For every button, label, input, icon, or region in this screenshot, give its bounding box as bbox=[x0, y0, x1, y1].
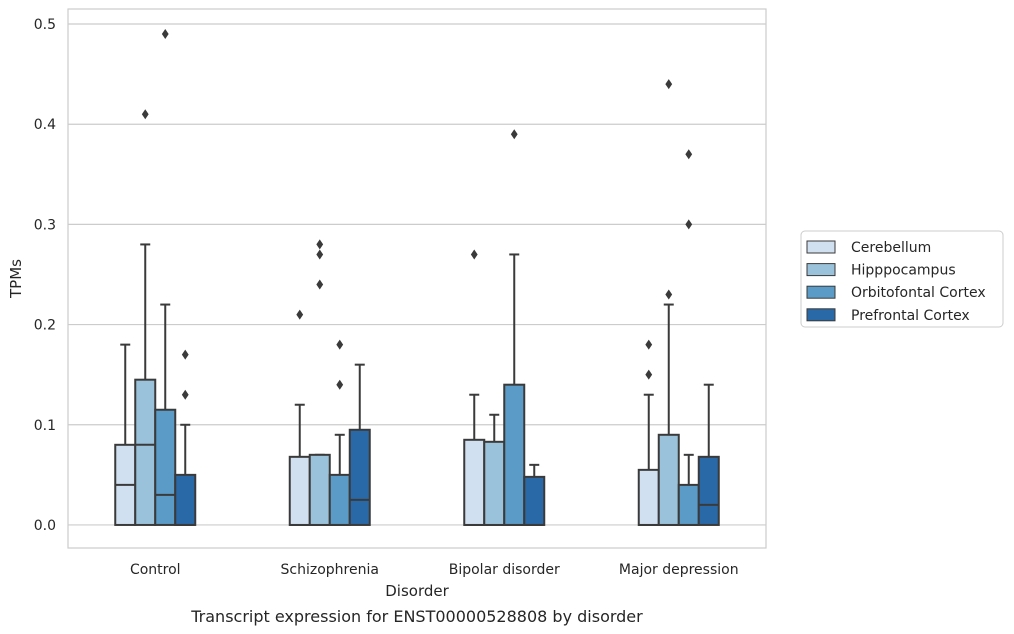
box-plot-marks bbox=[114, 29, 720, 526]
outlier-point bbox=[141, 109, 149, 120]
box-hipppocampus bbox=[483, 413, 506, 526]
outlier-point bbox=[470, 249, 478, 260]
y-axis-ticks: 0.0 0.1 0.2 0.3 0.4 0.5 bbox=[34, 17, 56, 534]
outlier-point bbox=[316, 239, 324, 250]
box-rect bbox=[154, 408, 177, 526]
outlier-point bbox=[510, 129, 518, 140]
outlier-point bbox=[161, 29, 169, 40]
box-orbitofontal-cortex bbox=[503, 129, 526, 526]
y-axis-title: TPMs bbox=[7, 259, 25, 299]
box-rect bbox=[308, 453, 331, 526]
box-rect bbox=[697, 455, 720, 526]
outlier-point bbox=[316, 279, 324, 290]
box-rect bbox=[637, 468, 660, 526]
legend-label: Orbitofontal Cortex bbox=[851, 285, 986, 301]
x-axis-title: Disorder bbox=[385, 582, 449, 600]
box-rect bbox=[657, 433, 680, 526]
box-orbitofontal-cortex bbox=[677, 149, 700, 526]
box-hipppocampus bbox=[657, 79, 680, 526]
box-rect bbox=[523, 475, 546, 526]
box-hipppocampus bbox=[308, 239, 331, 526]
legend-label: Prefrontal Cortex bbox=[851, 308, 970, 324]
y-tick-label: 0.4 bbox=[34, 117, 56, 133]
box-cerebellum bbox=[463, 249, 486, 526]
plot-frame bbox=[67, 8, 767, 549]
legend-swatch bbox=[806, 263, 836, 277]
box-cerebellum bbox=[114, 343, 137, 526]
legend-swatch bbox=[806, 240, 836, 254]
box-orbitofontal-cortex bbox=[154, 29, 177, 526]
x-tick-label: Major depression bbox=[619, 562, 739, 578]
legend-swatch bbox=[806, 308, 836, 322]
box-rect bbox=[328, 473, 351, 526]
y-tick-label: 0.5 bbox=[34, 17, 56, 33]
outlier-point bbox=[645, 339, 653, 350]
box-rect bbox=[463, 438, 486, 526]
legend-label: Cerebellum bbox=[851, 240, 931, 256]
box-rect bbox=[503, 383, 526, 526]
outlier-point bbox=[181, 349, 189, 360]
x-tick-label: Bipolar disorder bbox=[449, 562, 560, 578]
outlier-point bbox=[685, 219, 693, 230]
outlier-point bbox=[316, 249, 324, 260]
box-prefrontal-cortex bbox=[348, 363, 371, 526]
legend-frame bbox=[800, 230, 1004, 328]
y-tick-label: 0.3 bbox=[34, 217, 56, 233]
box-cerebellum bbox=[637, 339, 660, 526]
box-rect bbox=[677, 483, 700, 526]
box-rect bbox=[288, 455, 311, 526]
x-tick-label: Control bbox=[130, 562, 181, 578]
x-tick-label: Schizophrenia bbox=[281, 562, 379, 578]
outlier-point bbox=[181, 389, 189, 400]
y-tick-label: 0.2 bbox=[34, 318, 56, 334]
outlier-point bbox=[665, 289, 673, 300]
outlier-point bbox=[296, 309, 304, 320]
box-cerebellum bbox=[288, 309, 311, 526]
chart-caption: Transcript expression for ENST0000052880… bbox=[190, 607, 643, 626]
outlier-point bbox=[645, 369, 653, 380]
outlier-point bbox=[685, 149, 693, 160]
outlier-point bbox=[336, 379, 344, 390]
box-rect bbox=[174, 473, 197, 526]
outlier-point bbox=[336, 339, 344, 350]
box-prefrontal-cortex bbox=[697, 383, 720, 526]
box-rect bbox=[483, 440, 506, 526]
y-tick-label: 0.0 bbox=[34, 518, 56, 534]
box-prefrontal-cortex bbox=[174, 349, 197, 526]
outlier-point bbox=[665, 79, 673, 90]
legend-label: Hipppocampus bbox=[851, 263, 956, 279]
box-rect bbox=[348, 428, 371, 526]
box-hipppocampus bbox=[134, 109, 157, 526]
box-prefrontal-cortex bbox=[523, 463, 546, 526]
x-axis-ticks: Control Schizophrenia Bipolar disorder Majo… bbox=[130, 562, 739, 578]
box-orbitofontal-cortex bbox=[328, 339, 351, 526]
box-rect bbox=[134, 378, 157, 526]
legend-swatch bbox=[806, 285, 836, 299]
y-tick-label: 0.1 bbox=[34, 418, 56, 434]
legend: Cerebellum Hipppocampus Orbitofontal Corte… bbox=[800, 230, 1004, 328]
